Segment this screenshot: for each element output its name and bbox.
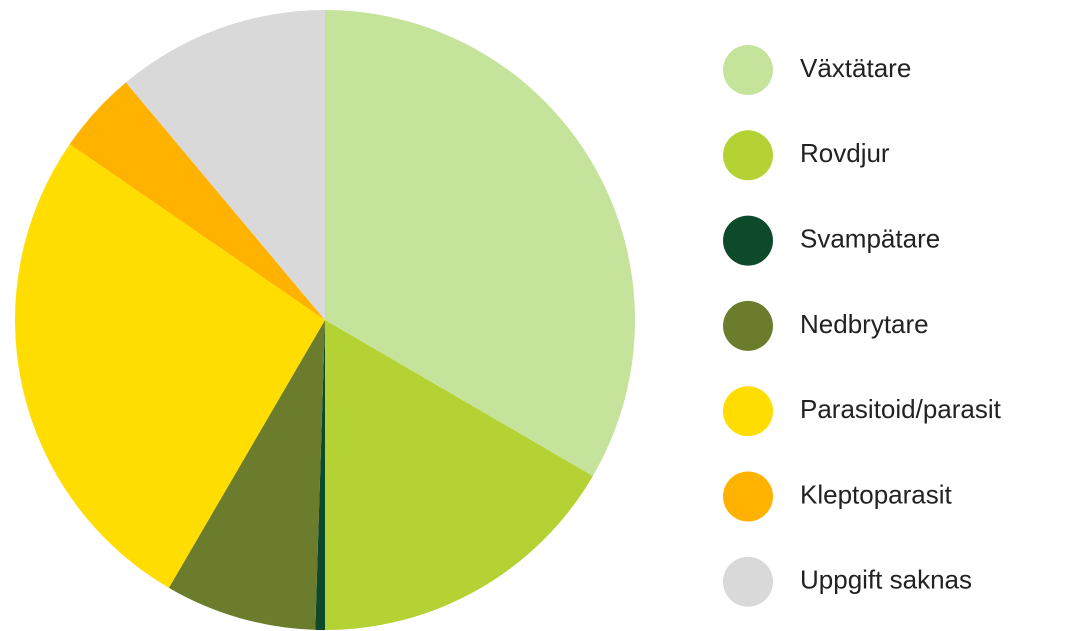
pie-slice [14,144,326,588]
pie-slice [168,320,325,630]
pie-slice [69,82,325,320]
pie-slice [325,10,635,477]
legend-label: Kleptoparasit [800,479,953,509]
legend-label: Växtätare [800,53,911,83]
legend-label: Parasitoid/parasit [800,394,1002,424]
legend-label: Rovdjur [800,138,890,168]
pie-slice [325,320,593,630]
legend-label: Uppgift saknas [800,565,972,595]
legend-swatch [723,130,773,181]
legend-swatch [723,215,773,266]
legend-swatch [723,300,773,351]
legend-label: Svampätare [800,223,940,253]
legend-swatch [723,45,773,95]
legend-label: Nedbrytare [800,309,929,339]
legend-swatch [723,471,773,522]
pie-slice [315,320,325,630]
legend-swatch [723,386,773,437]
legend-swatch [723,556,773,607]
pie-slice [125,10,326,320]
